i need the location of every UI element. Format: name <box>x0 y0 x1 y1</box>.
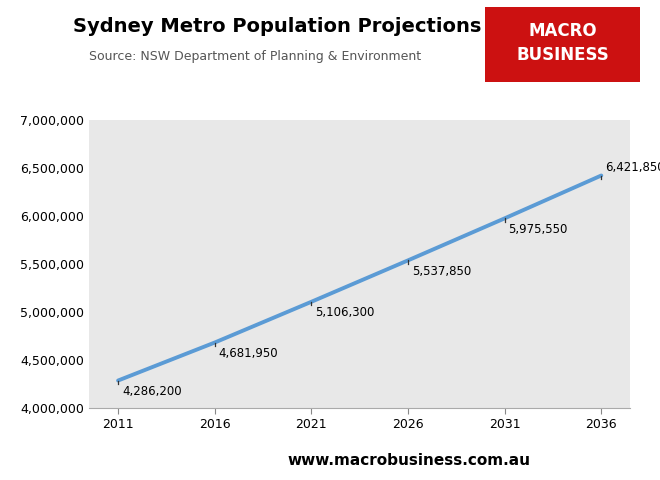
Text: MACRO
BUSINESS: MACRO BUSINESS <box>516 22 609 64</box>
Text: Source: NSW Department of Planning & Environment: Source: NSW Department of Planning & Env… <box>89 50 421 63</box>
Text: 4,286,200: 4,286,200 <box>122 385 182 398</box>
Text: 6,421,850: 6,421,850 <box>605 161 660 174</box>
Text: Sydney Metro Population Projections: Sydney Metro Population Projections <box>73 17 481 36</box>
Text: 5,106,300: 5,106,300 <box>315 306 375 319</box>
Text: 5,975,550: 5,975,550 <box>508 223 568 236</box>
Text: www.macrobusiness.com.au: www.macrobusiness.com.au <box>288 453 531 468</box>
Text: 4,681,950: 4,681,950 <box>218 347 279 360</box>
Text: 5,537,850: 5,537,850 <box>412 264 471 278</box>
